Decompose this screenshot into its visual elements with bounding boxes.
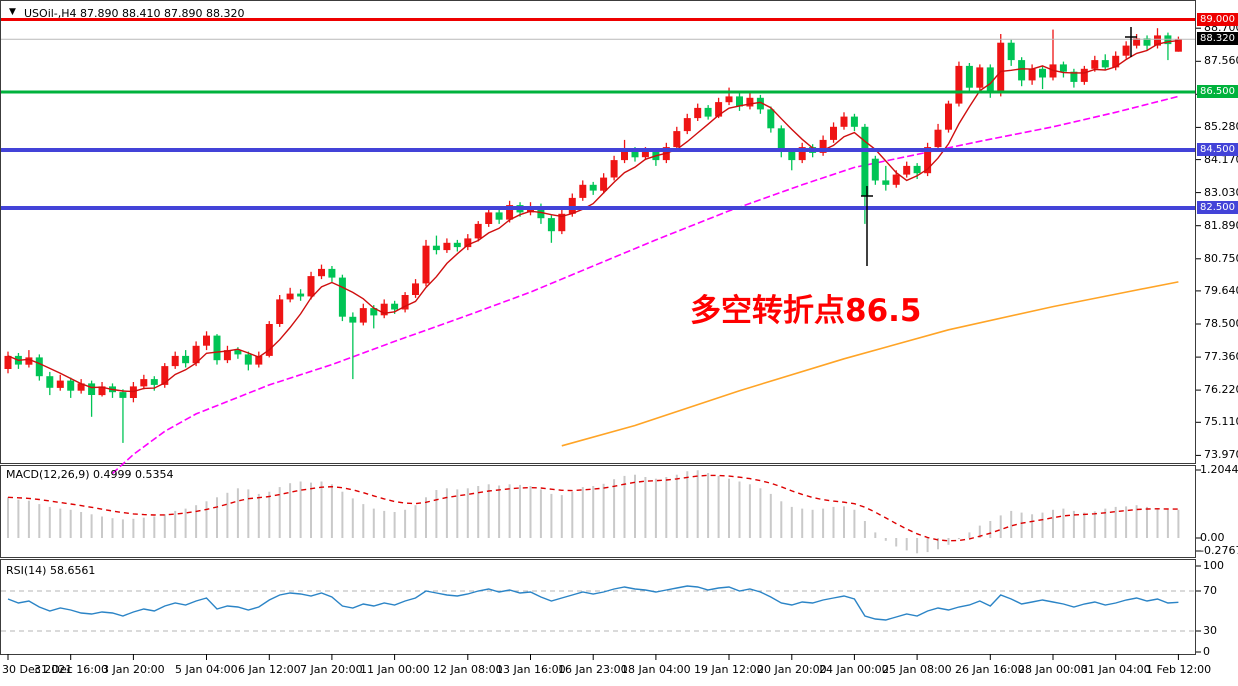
price-tick-label: 87.560 (1204, 54, 1238, 67)
price-tick-label: 77.360 (1204, 350, 1238, 363)
time-tick-label: 25 Jan 08:00 (882, 663, 952, 676)
macd-tick-label: -0.2767 (1200, 544, 1238, 557)
time-tick-label: 24 Jan 00:00 (819, 663, 889, 676)
time-tick-label: 31 Jan 04:00 (1081, 663, 1151, 676)
price-tick-label: 78.500 (1204, 317, 1238, 330)
time-tick-label: 28 Jan 00:00 (1018, 663, 1088, 676)
time-tick-label: 19 Jan 12:00 (694, 663, 764, 676)
price-level-badge: 82.500 (1197, 201, 1238, 214)
macd-indicator-label: MACD(12,26,9) 0.4999 0.5354 (6, 468, 174, 481)
time-tick-label: 1 Feb 12:00 (1146, 663, 1212, 676)
price-tick-label: 83.030 (1204, 186, 1238, 199)
rsi-tick-label: 100 (1203, 559, 1224, 572)
time-tick-label: 30 Dec 2021 (2, 663, 73, 676)
macd-tick-label: 1.2044 (1200, 463, 1238, 476)
rsi-pane[interactable] (0, 559, 1196, 654)
time-tick-label: 18 Jan 04:00 (621, 663, 691, 676)
price-level-badge: 88.320 (1197, 32, 1238, 45)
price-tick-label: 80.750 (1204, 252, 1238, 265)
rsi-indicator-label: RSI(14) 58.6561 (6, 564, 96, 577)
time-tick-label: 12 Jan 08:00 (433, 663, 503, 676)
time-tick-label: 13 Jan 16:00 (496, 663, 566, 676)
price-level-badge: 84.500 (1197, 143, 1238, 156)
time-tick-label: 3 Jan 20:00 (102, 663, 165, 676)
time-tick-label: 16 Jan 23:00 (558, 663, 628, 676)
price-tick-label: 81.890 (1204, 219, 1238, 232)
price-tick-label: 79.640 (1204, 284, 1238, 297)
price-tick-label: 73.970 (1204, 448, 1238, 461)
symbol-dropdown-icon[interactable]: ▼ (9, 7, 16, 17)
chart-title-ohlc: USOil-,H4 87.890 88.410 87.890 88.320 (24, 7, 245, 20)
price-tick-label: 84.170 (1204, 153, 1238, 166)
time-tick-label: 11 Jan 00:00 (360, 663, 430, 676)
price-level-badge: 89.000 (1197, 13, 1238, 26)
rsi-tick-label: 30 (1203, 624, 1217, 637)
rsi-tick-label: 0 (1203, 645, 1210, 658)
macd-tick-label: 0.00 (1200, 531, 1225, 544)
price-level-badge: 86.500 (1197, 85, 1238, 98)
price-tick-label: 76.220 (1204, 383, 1238, 396)
macd-pane[interactable] (0, 465, 1196, 557)
time-tick-label: 7 Jan 20:00 (300, 663, 363, 676)
chart-annotation-text: 多空转折点86.5 (690, 293, 922, 329)
time-tick-label: 31 Dec 16:00 (34, 663, 108, 676)
main-chart-pane[interactable] (0, 0, 1196, 463)
rsi-tick-label: 70 (1203, 584, 1217, 597)
time-tick-label: 5 Jan 04:00 (175, 663, 238, 676)
time-tick-label: 6 Jan 12:00 (238, 663, 301, 676)
time-tick-label: 26 Jan 16:00 (955, 663, 1025, 676)
price-tick-label: 85.280 (1204, 120, 1238, 133)
time-tick-label: 20 Jan 20:00 (757, 663, 827, 676)
price-tick-label: 75.110 (1204, 415, 1238, 428)
